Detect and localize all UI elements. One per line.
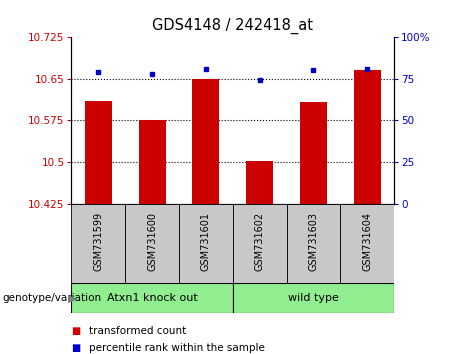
Text: wild type: wild type [288, 293, 339, 303]
FancyBboxPatch shape [179, 204, 233, 283]
Text: ■: ■ [71, 343, 81, 353]
Bar [139, 120, 165, 204]
FancyBboxPatch shape [340, 204, 394, 283]
FancyBboxPatch shape [233, 204, 287, 283]
FancyBboxPatch shape [125, 204, 179, 283]
Title: GDS4148 / 242418_at: GDS4148 / 242418_at [152, 18, 313, 34]
Text: ■: ■ [71, 326, 81, 336]
Text: GSM731601: GSM731601 [201, 212, 211, 271]
Bar [193, 79, 219, 204]
FancyBboxPatch shape [71, 283, 233, 313]
Text: percentile rank within the sample: percentile rank within the sample [89, 343, 265, 353]
Bar [246, 161, 273, 204]
Text: GSM731602: GSM731602 [254, 212, 265, 272]
Text: GSM731599: GSM731599 [93, 212, 103, 272]
Text: transformed count: transformed count [89, 326, 186, 336]
Text: Atxn1 knock out: Atxn1 knock out [107, 293, 197, 303]
Text: ▶: ▶ [68, 293, 77, 303]
Text: GSM731603: GSM731603 [308, 212, 319, 271]
Text: GSM731600: GSM731600 [147, 212, 157, 271]
Bar [300, 102, 327, 204]
FancyBboxPatch shape [233, 283, 394, 313]
FancyBboxPatch shape [287, 204, 340, 283]
Text: GSM731604: GSM731604 [362, 212, 372, 271]
FancyBboxPatch shape [71, 204, 125, 283]
Bar [85, 101, 112, 204]
Text: genotype/variation: genotype/variation [2, 293, 101, 303]
Bar [354, 70, 381, 204]
